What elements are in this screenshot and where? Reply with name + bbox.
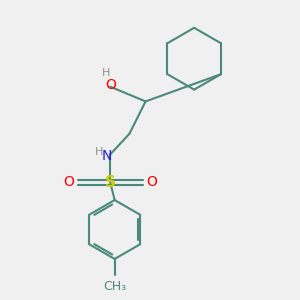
Text: O: O xyxy=(105,78,116,92)
Text: S: S xyxy=(105,175,116,190)
Text: O: O xyxy=(146,176,157,189)
Text: H: H xyxy=(102,68,110,78)
Text: O: O xyxy=(64,176,74,189)
Text: CH₃: CH₃ xyxy=(103,280,126,293)
Text: N: N xyxy=(101,149,112,163)
Text: H: H xyxy=(95,147,103,157)
